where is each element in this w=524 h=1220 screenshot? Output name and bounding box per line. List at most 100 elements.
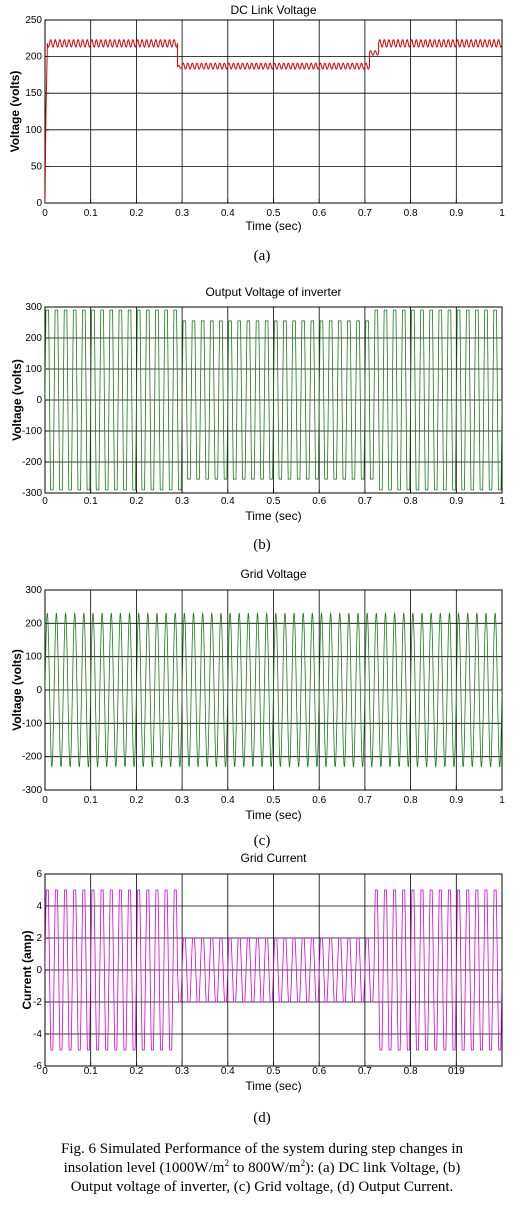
x-tick-label: 0 (42, 208, 48, 219)
y-tick-label: -200 (22, 752, 42, 763)
caption-superscript-1: 2 (224, 1158, 229, 1168)
x-axis-label: Time (sec) (245, 509, 301, 523)
x-tick-label: 0.4 (221, 208, 235, 219)
x-tick-label: 0.1 (84, 496, 98, 507)
x-tick-label: 1 (499, 496, 505, 507)
y-tick-label: 250 (25, 15, 42, 26)
chart-title: Grid Voltage (240, 567, 306, 581)
x-tick-label: 1 (499, 208, 505, 219)
x-tick-label: 0.5 (267, 496, 281, 507)
x-tick-label: 0.1 (84, 795, 98, 806)
y-tick-label: 100 (25, 652, 42, 663)
caption-line-2: insolation level (1000W/m2 to 800W/m2): … (10, 1159, 514, 1178)
y-tick-label: -2 (33, 997, 42, 1008)
x-tick-label: 0.4 (221, 795, 235, 806)
plot-frame (44, 19, 503, 204)
x-tick-label: 0.7 (358, 795, 372, 806)
x-tick-label: 019 (448, 1066, 465, 1077)
x-tick-label: 0.7 (358, 496, 372, 507)
y-tick-label: -4 (33, 1029, 42, 1040)
y-tick-label: 300 (25, 302, 42, 313)
x-tick-label: 0.6 (312, 795, 326, 806)
y-axis-label: Current (amp) (20, 930, 34, 1009)
x-tick-label: 0.6 (312, 496, 326, 507)
x-tick-label: 0.8 (404, 795, 418, 806)
caption-line-2-c: ): (a) DC link Voltage, (b) (305, 1160, 461, 1176)
y-axis-label: Voltage (volts) (10, 649, 24, 731)
x-tick-label: 0.7 (358, 1066, 372, 1077)
x-tick-label: 0.8 (404, 496, 418, 507)
series-line (45, 889, 502, 1051)
y-tick-label: -300 (22, 785, 42, 796)
chart-title: Output Voltage of inverter (205, 285, 341, 299)
y-tick-label: 0 (36, 395, 42, 406)
x-tick-label: 0.1 (84, 208, 98, 219)
y-axis-label: Voltage (volts) (8, 71, 22, 153)
figure-caption: Fig. 6 Simulated Performance of the syst… (10, 1140, 514, 1197)
caption-line-2-b: to 800W/m (228, 1160, 301, 1176)
x-tick-label: 0.4 (221, 1066, 235, 1077)
x-axis-label: Time (sec) (245, 219, 301, 233)
y-tick-label: -200 (22, 457, 42, 468)
x-tick-label: 0.1 (84, 1066, 98, 1077)
caption-line-3: Output voltage of inverter, (c) Grid vol… (70, 1179, 454, 1195)
x-tick-label: 0.3 (175, 496, 189, 507)
y-tick-label: 2 (36, 933, 42, 944)
x-tick-label: 0.3 (175, 1066, 189, 1077)
chart-title: DC Link Voltage (230, 3, 316, 17)
chart-title: Grid Current (240, 851, 307, 865)
chart-1: Output Voltage of inverter 0 0.1 0.2 0.3 0.4 0… (10, 285, 505, 523)
caption-superscript-2: 2 (300, 1158, 306, 1168)
x-tick-label: 0.2 (129, 208, 143, 219)
y-tick-label: -100 (22, 718, 42, 729)
caption-line-2-a: insolation level (1000W/m (63, 1160, 225, 1176)
y-tick-label: 0 (36, 685, 42, 696)
series-line (45, 39, 502, 203)
y-tick-label: 100 (25, 125, 42, 136)
x-tick-label: 0.6 (312, 1066, 326, 1077)
x-tick-label: 0.9 (449, 208, 463, 219)
subfigure-label-c: (c) (253, 833, 271, 849)
y-tick-label: 150 (25, 88, 42, 99)
series-line (45, 309, 502, 491)
chart-0: DC Link Voltage 0 0.1 0.2 0.3 0.4 0.5 0.6 0.7 0.8… (8, 3, 505, 233)
x-tick-label: 0.3 (175, 795, 189, 806)
x-tick-label: 1 (499, 795, 505, 806)
x-tick-label: 0.9 (449, 496, 463, 507)
x-tick-label: 0.9 (449, 795, 463, 806)
x-tick-label: 0.3 (175, 208, 189, 219)
x-tick-label: 0.2 (129, 496, 143, 507)
caption-line-1: Fig. 6 Simulated Performance of the syst… (60, 1141, 463, 1157)
y-tick-label: -300 (22, 488, 42, 499)
y-tick-label: 0 (36, 965, 42, 976)
y-tick-label: 100 (25, 364, 42, 375)
y-tick-label: 0 (36, 198, 42, 209)
y-tick-label: 4 (36, 901, 42, 912)
x-tick-label: 0 (42, 795, 48, 806)
subfigure-label-a: (a) (253, 248, 271, 264)
x-tick-label: 0.7 (358, 208, 372, 219)
y-tick-label: 300 (25, 585, 42, 596)
x-tick-label: 0.5 (267, 1066, 281, 1077)
y-tick-label: 6 (36, 869, 42, 880)
x-axis-label: Time (sec) (245, 1079, 301, 1093)
x-tick-label: 0.8 (404, 1066, 418, 1077)
x-tick-label: 0.2 (129, 1066, 143, 1077)
y-tick-label: 200 (25, 52, 42, 63)
subfigure-label-d: (d) (253, 1110, 271, 1126)
subfigure-label-b: (b) (253, 537, 271, 553)
x-axis-label: Time (sec) (245, 808, 301, 822)
x-tick-label: 0.5 (267, 208, 281, 219)
chart-3: Grid Current 0 0.1 0.2 0.3 0.4 0.5 0.6 0.7 0.8 019… (20, 851, 503, 1093)
series-line (45, 612, 502, 768)
y-axis-label: Voltage (volts) (10, 359, 24, 441)
x-tick-label: 0.5 (267, 795, 281, 806)
y-tick-label: -6 (33, 1061, 42, 1072)
x-tick-label: 0.8 (404, 208, 418, 219)
x-tick-label: 0.2 (129, 795, 143, 806)
y-tick-label: 200 (25, 618, 42, 629)
y-tick-label: -100 (22, 426, 42, 437)
y-tick-label: 50 (31, 161, 43, 172)
x-tick-label: 0.4 (221, 496, 235, 507)
x-tick-label: 0 (42, 1066, 48, 1077)
